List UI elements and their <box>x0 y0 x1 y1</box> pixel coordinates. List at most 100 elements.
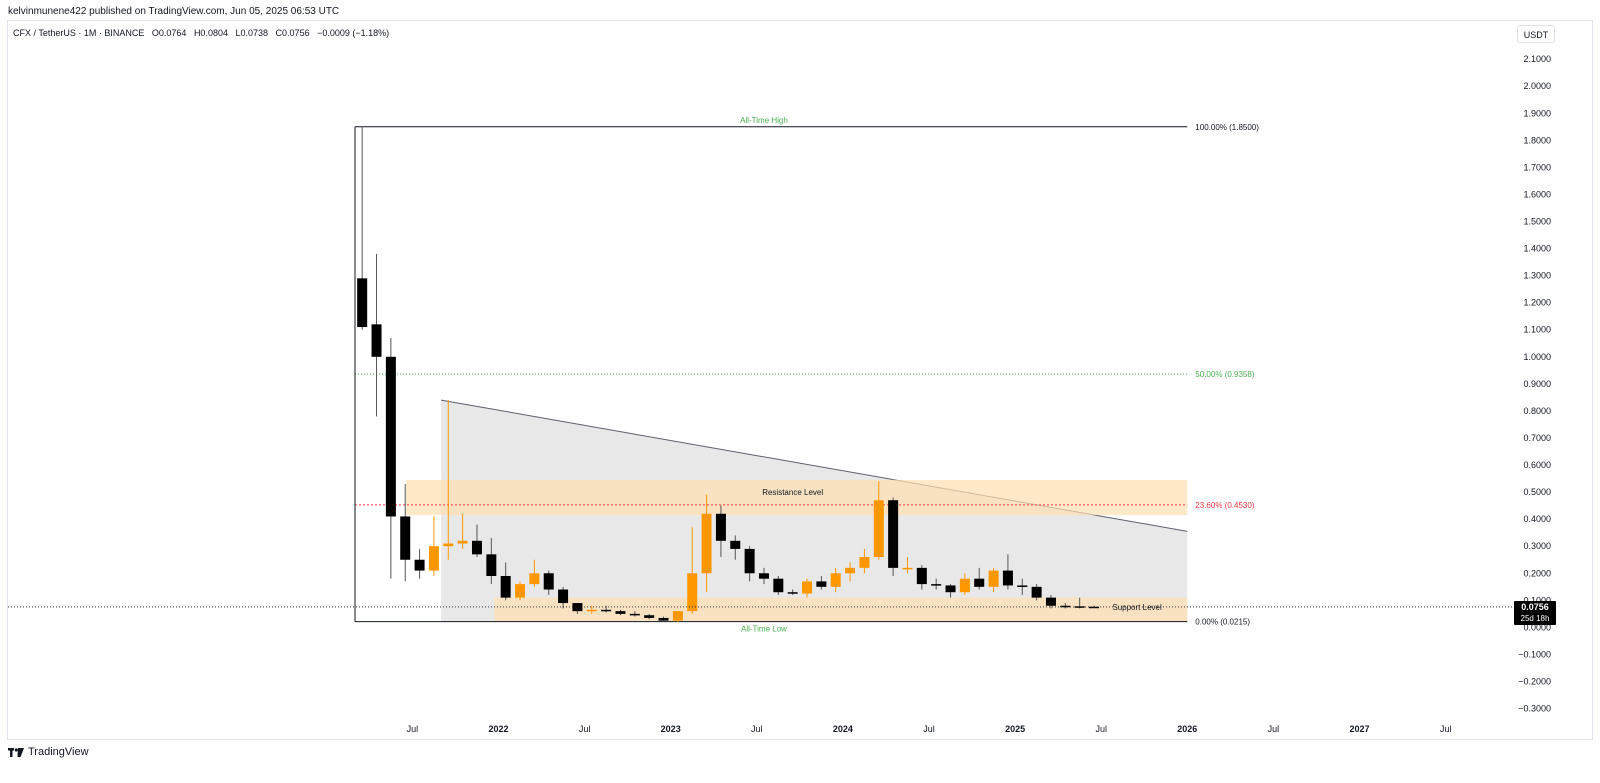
y-axis-tick-label: 1.6000 <box>1523 189 1551 199</box>
y-axis-tick-label: 0.6000 <box>1523 460 1551 470</box>
candle-body <box>400 516 411 560</box>
candle-body <box>859 557 870 568</box>
last-price-badge-bg <box>1514 600 1556 625</box>
candle-body <box>543 573 554 590</box>
x-axis-tick-label: 2025 <box>1005 724 1025 734</box>
candle-body <box>558 589 569 604</box>
y-axis-tick-label: 0.2000 <box>1523 568 1551 578</box>
chart-frame <box>7 20 1593 740</box>
chart-annotation: All-Time High <box>740 116 788 125</box>
y-axis-tick-label: 1.0000 <box>1523 352 1551 362</box>
last-price-value: 0.0756 <box>1521 602 1549 612</box>
y-axis-tick-label: 0.9000 <box>1523 379 1551 389</box>
last-price-badge: 0.0756 25d 18h <box>1514 600 1556 625</box>
candle-body <box>471 540 482 555</box>
fib-level-label: 50.00% (0.9358) <box>1195 370 1254 379</box>
candle-body <box>888 500 899 568</box>
candle-body <box>658 617 669 621</box>
x-axis-tick-label: Jul <box>579 724 591 734</box>
x-axis-tick-label: Jul <box>1440 724 1452 734</box>
candle-body <box>428 546 439 571</box>
candle-body <box>644 615 655 618</box>
fib-level-label: 100.00% (1.8500) <box>1195 123 1259 132</box>
candle-body <box>1031 586 1042 598</box>
chart-annotation: Support Level <box>1112 603 1162 612</box>
candle-body <box>500 575 511 598</box>
publisher-line: kelvinmunene422 published on TradingView… <box>8 6 340 17</box>
x-axis-tick-label: 2024 <box>833 724 853 734</box>
y-axis-tick-label: 0.4000 <box>1523 514 1551 524</box>
candle-body <box>1045 597 1056 606</box>
x-axis-tick-label: Jul <box>923 724 935 734</box>
candle-body <box>414 559 425 571</box>
candle-body <box>457 540 468 544</box>
candle-body <box>773 578 784 593</box>
symbol-bar: CFX / TetherUS · 1M · BINANCE O0.0764 H0… <box>13 28 394 38</box>
candle-body <box>816 581 827 587</box>
candle-body <box>1017 585 1028 587</box>
candle-body <box>629 613 640 616</box>
currency-button[interactable]: USDT <box>1517 25 1555 43</box>
candle-body <box>1089 606 1100 609</box>
chart-annotation: All-Time Low <box>741 625 787 634</box>
y-axis-tick-label: 0.1000 <box>1523 595 1551 605</box>
candle-body <box>687 573 698 612</box>
x-axis-tick-label: 2027 <box>1349 724 1369 734</box>
candle-body <box>845 567 856 574</box>
y-axis-tick-label: 1.9000 <box>1523 108 1551 118</box>
y-axis-tick-label: 1.4000 <box>1523 244 1551 254</box>
chart-annotation: Resistance Level <box>762 488 823 497</box>
y-axis-tick-label: 1.3000 <box>1523 271 1551 281</box>
y-axis-tick-label: −0.1000 <box>1518 649 1551 659</box>
candle-body <box>931 584 942 586</box>
ohlc-low: L0.0738 <box>235 28 269 38</box>
fib-level-label: 0.00% (0.0215) <box>1195 618 1250 627</box>
ohlc-close: C0.0756 <box>275 28 310 38</box>
candle-body <box>515 584 526 598</box>
candle-body <box>873 500 884 558</box>
candle-body <box>615 611 626 614</box>
candle-body <box>443 543 454 547</box>
x-axis-tick-label: Jul <box>407 724 419 734</box>
y-axis-tick-label: 2.0000 <box>1523 81 1551 91</box>
y-axis-tick-label: 1.2000 <box>1523 298 1551 308</box>
y-axis-tick-label: −0.3000 <box>1518 704 1551 714</box>
candle-body <box>357 278 368 328</box>
x-axis-tick-label: 2022 <box>488 724 508 734</box>
candle-body <box>902 567 913 570</box>
candle-body <box>1002 570 1013 586</box>
x-axis-tick-label: 2026 <box>1177 724 1197 734</box>
y-axis-tick-label: 2.1000 <box>1523 54 1551 64</box>
footer: TradingView <box>8 746 89 758</box>
candle-body <box>385 356 396 517</box>
candle-body <box>758 573 769 579</box>
y-axis-tick-label: 1.5000 <box>1523 217 1551 227</box>
resistance-zone <box>406 479 1188 516</box>
candle-body <box>744 548 755 574</box>
candle-body <box>601 609 612 612</box>
ohlc-open: O0.0764 <box>151 28 187 38</box>
tradingview-logo-icon[interactable] <box>8 747 24 757</box>
x-axis-tick-label: Jul <box>751 724 763 734</box>
y-axis-tick-label: −0.2000 <box>1518 677 1551 687</box>
symbol-name[interactable]: CFX / TetherUS · 1M · BINANCE <box>13 28 145 38</box>
y-axis-tick-label: 0.0000 <box>1523 622 1551 632</box>
y-axis-tick-label: 0.3000 <box>1523 541 1551 551</box>
candle-body <box>830 573 841 587</box>
y-axis-tick-label: 1.7000 <box>1523 162 1551 172</box>
candle-body <box>715 513 726 541</box>
fib-level-label: 23.60% (0.4530) <box>1195 501 1254 510</box>
candle-body <box>916 567 927 585</box>
candle-body <box>988 570 999 587</box>
ohlc-high: H0.0804 <box>193 28 228 38</box>
x-axis-tick-label: 2023 <box>661 724 681 734</box>
candle-body <box>974 578 985 587</box>
tradingview-brand[interactable]: TradingView <box>28 746 89 758</box>
y-axis-tick-label: 1.8000 <box>1523 135 1551 145</box>
x-axis-tick-label: Jul <box>1268 724 1280 734</box>
candle-body <box>672 611 683 621</box>
candle-body <box>787 592 798 594</box>
candle-body <box>1060 605 1071 608</box>
y-axis-tick-label: 1.1000 <box>1523 325 1551 335</box>
